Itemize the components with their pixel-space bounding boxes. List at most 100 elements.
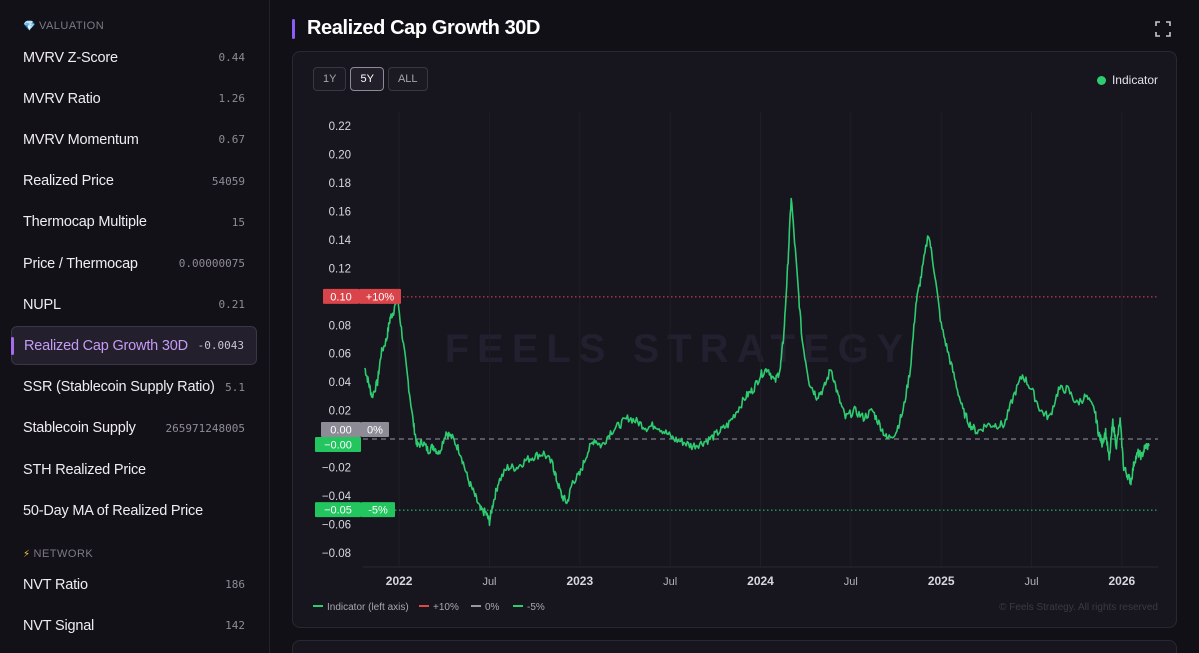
sidebar-item-value: 5.1 <box>225 380 245 394</box>
sidebar-item[interactable]: Stablecoin Supply 265971248005 <box>11 409 257 448</box>
sidebar-item[interactable]: MVRV Ratio 1.26 <box>11 79 257 118</box>
x-tick-label: Jul <box>482 576 496 588</box>
marker-upper-value: 0.10 <box>330 291 351 303</box>
gem-icon: 💎 <box>23 20 36 32</box>
y-tick-label: 0.08 <box>329 320 351 332</box>
marker-upper-pct: +10% <box>366 291 395 303</box>
range-tab[interactable]: 1Y <box>313 67 347 91</box>
x-tick-label: 2026 <box>1109 574 1136 588</box>
sidebar-item[interactable]: MVRV Z-Score 0.44 <box>11 38 257 77</box>
section-header-network: ⚡ NETWORK <box>23 548 93 560</box>
sidebar: 💎 VALUATION MVRV Z-Score 0.44 MVRV Ratio 1.… <box>0 0 270 653</box>
legend-label: Indicator (left axis) <box>327 602 409 613</box>
range-tab[interactable]: 5Y <box>350 67 384 91</box>
sidebar-item-value: 0.21 <box>218 298 246 312</box>
sidebar-item-label: Realized Cap Growth 30D <box>24 337 188 354</box>
sidebar-item-label: STH Realized Price <box>23 461 146 478</box>
watermark: FEELS STRATEGY <box>445 327 912 371</box>
y-tick-label: −0.06 <box>322 519 351 531</box>
section-header-label: NETWORK <box>33 548 94 560</box>
marker-upper-pct-bg <box>359 288 401 304</box>
sidebar-item[interactable]: NVT Signal 142 <box>11 606 257 645</box>
sidebar-item-value: 0.44 <box>218 51 246 64</box>
sidebar-item-label: MVRV Momentum <box>23 131 139 148</box>
legend-label: 0% <box>485 602 500 613</box>
next-card <box>292 640 1177 653</box>
copyright-text: © Feels Strategy. All rights reserved <box>999 602 1158 613</box>
sidebar-item-label: NVT Ratio <box>23 576 88 593</box>
y-tick-label: 0.12 <box>329 263 351 275</box>
sidebar-item[interactable]: 50-Day MA of Realized Price <box>11 491 257 530</box>
sidebar-item-value: 1.26 <box>218 92 246 106</box>
sidebar-item[interactable]: Realized Cap Growth 30D -0.0043 <box>11 326 257 366</box>
fullscreen-icon[interactable] <box>1154 20 1172 38</box>
y-tick-label: 0.16 <box>329 207 351 219</box>
legend-label: -5% <box>527 602 545 613</box>
sidebar-item-label: 50-Day MA of Realized Price <box>23 502 203 519</box>
sidebar-item[interactable]: SSR (Stablecoin Supply Ratio) 5.1 <box>11 368 257 407</box>
marker-zero-value: 0.00 <box>330 425 351 437</box>
x-tick-label: Jul <box>1024 576 1038 588</box>
sidebar-item[interactable]: MVRV Momentum 0.67 <box>11 120 257 159</box>
indicator-series-line[interactable] <box>364 197 1150 527</box>
sidebar-item-value: 15 <box>231 215 245 229</box>
sidebar-item-label: MVRV Ratio <box>23 90 101 107</box>
marker-lower-value: −0.05 <box>324 505 352 517</box>
x-tick-label: 2025 <box>928 574 955 588</box>
chart: FEELS STRATEGY 0.22 0.20 0.18 0.16 0.14 0.12 0.… <box>313 112 1158 613</box>
title-accent <box>292 18 295 39</box>
sidebar-item[interactable]: Realized Price 54059 <box>11 162 257 201</box>
sidebar-item[interactable]: NVT Ratio 186 <box>11 565 257 604</box>
page-title: Realized Cap Growth 30D <box>307 17 541 39</box>
legend-label: Indicator <box>1111 73 1158 87</box>
sidebar-item-value: 0.67 <box>218 133 246 147</box>
y-tick-label: 0.18 <box>329 178 351 190</box>
main-panel: Realized Cap Growth 30D 1Y 5Y ALL Indicato… <box>271 0 1199 653</box>
sidebar-item-label: MVRV Z-Score <box>23 49 118 66</box>
marker-zero-pct-bg <box>361 422 389 438</box>
y-tick-label: −0.04 <box>322 491 352 503</box>
y-tick-label: 0.22 <box>329 121 351 133</box>
top-legend[interactable]: Indicator <box>1096 73 1158 87</box>
sidebar-item[interactable]: STH Realized Price <box>11 450 257 489</box>
marker-lower-pct: -5% <box>368 505 388 517</box>
sidebar-item-value: 265971248005 <box>165 421 245 435</box>
range-tab[interactable]: ALL <box>387 67 428 91</box>
x-tick-label: Jul <box>663 576 677 588</box>
marker-zero-value-bg <box>321 422 361 438</box>
chart-card: 1Y 5Y ALL Indicator FEELS STRATEGY 0.22 0.20… <box>292 51 1177 628</box>
y-tick-label: 0.02 <box>329 406 351 418</box>
marker-upper-value-bg <box>323 288 359 304</box>
x-tick-label: 2022 <box>386 574 413 588</box>
y-tick-label: 0.14 <box>329 235 352 247</box>
lightning-icon: ⚡ <box>23 548 31 560</box>
y-tick-label: −0.08 <box>322 548 351 560</box>
marker-indicator-value-bg <box>315 437 361 453</box>
x-tick-label: 2024 <box>747 574 774 588</box>
marker-indicator-value: −0.00 <box>324 440 352 452</box>
y-tick-label: 0.20 <box>329 150 351 162</box>
sidebar-item-label: Stablecoin Supply <box>23 420 136 437</box>
sidebar-item-label: SSR (Stablecoin Supply Ratio) <box>23 379 215 396</box>
marker-lower-value-bg <box>315 502 361 518</box>
title-bar: Realized Cap Growth 30D <box>292 17 540 40</box>
sidebar-item-value: -0.0043 <box>197 339 244 353</box>
x-tick-label: 2023 <box>566 574 593 588</box>
sidebar-item-label: Price / Thermocap <box>23 255 138 272</box>
section-header-valuation: 💎 VALUATION <box>23 20 104 32</box>
sidebar-item-label: NVT Signal <box>23 617 95 634</box>
range-tabs: 1Y 5Y ALL <box>313 67 428 91</box>
legend-dot <box>1096 75 1106 85</box>
marker-zero-pct: 0% <box>367 425 383 437</box>
marker-lower-pct-bg <box>361 502 395 518</box>
sidebar-item-label: Thermocap Multiple <box>23 214 147 231</box>
section-header-label: VALUATION <box>38 20 105 32</box>
sidebar-item[interactable]: Thermocap Multiple 15 <box>11 203 257 242</box>
sidebar-item-label: Realized Price <box>23 173 114 190</box>
y-tick-label: −0.02 <box>322 462 351 474</box>
y-tick-label: 0.06 <box>329 349 351 361</box>
sidebar-item[interactable]: NUPL 0.21 <box>11 285 257 324</box>
sidebar-item[interactable]: Price / Thermocap 0.00000075 <box>11 244 257 283</box>
sidebar-item-value: 54059 <box>211 174 245 188</box>
